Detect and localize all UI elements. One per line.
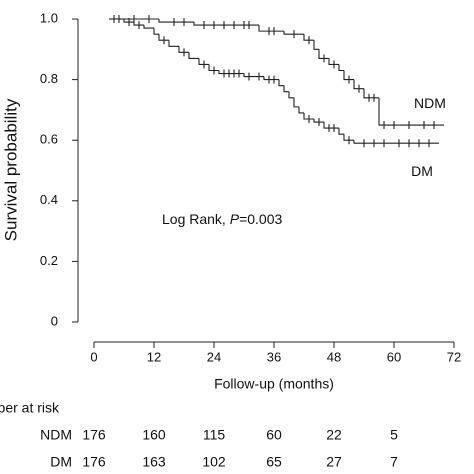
survival-step <box>218 70 244 75</box>
x-tick-label: 12 <box>147 349 161 364</box>
y-tick-label: 0.8 <box>40 71 58 86</box>
y-tick-label: 0.6 <box>40 132 58 147</box>
survival-step <box>133 22 144 26</box>
survival-step <box>298 106 304 114</box>
y-axis-label: Survival probability <box>1 98 20 241</box>
x-tick-label: 72 <box>447 349 461 364</box>
survival-step <box>338 128 344 135</box>
survival-step <box>243 73 264 78</box>
x-tick-label: 36 <box>267 349 281 364</box>
survival-step <box>143 25 154 29</box>
survival-step <box>168 40 179 47</box>
survival-step <box>258 25 284 32</box>
survival-step <box>338 64 344 72</box>
survival-step <box>208 64 219 72</box>
risk-count: 176 <box>82 454 106 470</box>
y-tick-label: 1.0 <box>40 10 58 25</box>
annotation-text: Log Rank, <box>162 211 230 227</box>
x-tick-label: 24 <box>207 349 221 364</box>
survival-step <box>288 91 294 99</box>
survival-step <box>318 49 329 59</box>
x-tick-label: 0 <box>90 349 97 364</box>
survival-step <box>303 112 314 120</box>
risk-count: 176 <box>82 427 106 443</box>
y-tick-label: 0 <box>51 313 58 328</box>
survival-step <box>313 40 319 50</box>
survival-step <box>283 85 289 93</box>
survival-step <box>313 118 324 123</box>
risk-row-label: DM <box>50 454 72 470</box>
x-tick-label: 60 <box>387 349 401 364</box>
survival-step <box>353 140 439 144</box>
survival-step <box>283 31 304 35</box>
risk-count: 27 <box>326 454 342 470</box>
risk-table-title: Number at risk <box>0 400 60 416</box>
survival-step <box>343 134 354 141</box>
x-axis-label: Follow-up (months) <box>214 376 334 392</box>
risk-count: 102 <box>202 454 226 470</box>
survival-step <box>293 97 299 108</box>
survival-step <box>158 19 194 23</box>
survival-step <box>158 34 169 41</box>
survival-step <box>178 46 189 53</box>
risk-row-label: NDM <box>40 427 72 443</box>
risk-count: 160 <box>142 427 166 443</box>
curve-label: NDM <box>414 95 446 111</box>
risk-count: 115 <box>203 427 226 443</box>
survival-step <box>153 28 159 35</box>
x-tick-label: 48 <box>327 349 341 364</box>
curve-label: DM <box>411 163 433 179</box>
survival-step <box>378 97 444 126</box>
annotation-text: =0.003 <box>239 211 282 227</box>
y-tick-label: 0.4 <box>40 192 58 207</box>
survival-step <box>263 76 279 81</box>
survival-step <box>123 19 134 23</box>
survival-step <box>278 79 284 87</box>
annotation: Log Rank, P=0.003 <box>162 211 282 227</box>
risk-count: 5 <box>390 427 398 443</box>
survival-step <box>193 22 259 26</box>
survival-step <box>198 58 209 65</box>
risk-count: 60 <box>266 427 282 443</box>
annotation-text: P <box>230 211 240 227</box>
survival-step <box>363 88 379 99</box>
survival-step <box>353 79 364 90</box>
survival-step <box>343 70 354 81</box>
survival-step <box>303 34 314 41</box>
risk-count: 22 <box>326 427 342 443</box>
survival-step <box>328 58 339 65</box>
survival-step <box>323 122 339 129</box>
y-tick-label: 0.2 <box>40 253 58 268</box>
risk-count: 65 <box>266 454 282 470</box>
risk-count: 7 <box>390 454 398 470</box>
risk-count: 163 <box>142 454 166 470</box>
survival-step <box>188 52 199 59</box>
